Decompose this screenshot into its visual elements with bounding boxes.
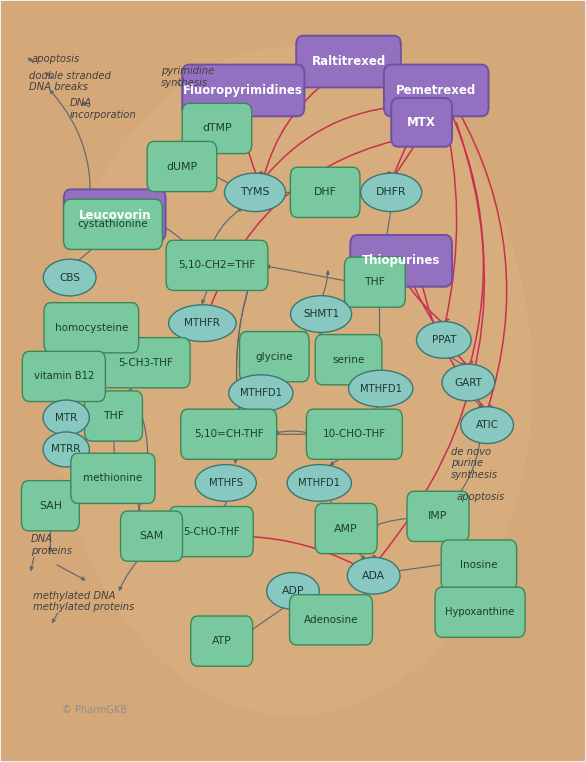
Text: Inosine: Inosine: [460, 560, 498, 570]
Text: Adenosine: Adenosine: [304, 615, 358, 625]
FancyBboxPatch shape: [345, 257, 406, 307]
Text: 5,10=CH-THF: 5,10=CH-THF: [194, 429, 264, 439]
Ellipse shape: [53, 46, 533, 716]
Text: 5-CH3-THF: 5-CH3-THF: [118, 357, 173, 368]
Text: apoptosis: apoptosis: [456, 491, 505, 501]
FancyBboxPatch shape: [63, 199, 162, 249]
Ellipse shape: [349, 370, 413, 407]
FancyBboxPatch shape: [44, 303, 139, 353]
Text: GART: GART: [455, 377, 482, 388]
Ellipse shape: [442, 364, 495, 401]
Text: ADA: ADA: [362, 571, 385, 581]
Text: TYMS: TYMS: [240, 187, 270, 197]
Text: MTR: MTR: [55, 412, 77, 422]
Text: Pemetrexed: Pemetrexed: [396, 84, 476, 97]
Ellipse shape: [287, 465, 352, 501]
Ellipse shape: [43, 400, 89, 435]
FancyBboxPatch shape: [180, 409, 277, 459]
Text: IMP: IMP: [428, 511, 448, 521]
Text: SAM: SAM: [139, 531, 163, 541]
FancyBboxPatch shape: [182, 104, 252, 154]
FancyBboxPatch shape: [240, 331, 309, 382]
Text: Raltitrexed: Raltitrexed: [311, 55, 386, 68]
Text: double stranded
DNA breaks: double stranded DNA breaks: [29, 71, 111, 92]
Ellipse shape: [169, 305, 236, 341]
FancyBboxPatch shape: [22, 481, 79, 531]
FancyBboxPatch shape: [64, 189, 166, 241]
Text: MTHFD1: MTHFD1: [298, 478, 340, 488]
FancyBboxPatch shape: [296, 36, 401, 88]
FancyBboxPatch shape: [407, 491, 469, 542]
FancyBboxPatch shape: [441, 540, 517, 590]
FancyBboxPatch shape: [306, 409, 403, 459]
Text: PPAT: PPAT: [431, 335, 456, 345]
Text: dUMP: dUMP: [166, 162, 197, 171]
Text: © PharmGKB: © PharmGKB: [62, 705, 127, 715]
Text: pyrimidine
synthesis: pyrimidine synthesis: [161, 66, 214, 88]
Text: MTHFD1: MTHFD1: [360, 383, 401, 394]
FancyBboxPatch shape: [315, 504, 377, 554]
Text: MTHFD1: MTHFD1: [240, 388, 282, 399]
Ellipse shape: [417, 322, 471, 358]
FancyBboxPatch shape: [350, 235, 452, 287]
Ellipse shape: [229, 375, 293, 411]
FancyBboxPatch shape: [71, 453, 155, 504]
FancyBboxPatch shape: [84, 391, 142, 441]
Ellipse shape: [461, 407, 513, 443]
FancyBboxPatch shape: [190, 616, 253, 666]
Text: Leucovorin: Leucovorin: [79, 209, 151, 222]
Text: de novo
purine
synthesis: de novo purine synthesis: [451, 447, 498, 480]
Text: 5,10-CH2=THF: 5,10-CH2=THF: [178, 261, 255, 271]
FancyBboxPatch shape: [147, 142, 217, 191]
Text: apoptosis: apoptosis: [31, 53, 79, 63]
Text: glycine: glycine: [255, 351, 293, 362]
FancyBboxPatch shape: [22, 351, 105, 402]
Ellipse shape: [224, 173, 285, 212]
FancyBboxPatch shape: [166, 240, 268, 290]
Text: Hypoxanthine: Hypoxanthine: [445, 607, 515, 617]
Text: ADP: ADP: [282, 586, 304, 596]
FancyBboxPatch shape: [291, 168, 360, 217]
Text: ATP: ATP: [212, 636, 231, 646]
Text: SHMT1: SHMT1: [303, 309, 339, 319]
Ellipse shape: [291, 296, 352, 332]
Text: dTMP: dTMP: [202, 123, 232, 133]
Ellipse shape: [43, 432, 89, 467]
FancyBboxPatch shape: [169, 507, 253, 557]
Ellipse shape: [267, 572, 319, 610]
Text: Thiopurines: Thiopurines: [362, 255, 440, 267]
Text: serine: serine: [332, 354, 364, 365]
FancyBboxPatch shape: [391, 98, 452, 147]
FancyBboxPatch shape: [315, 335, 382, 385]
Text: DNA
incorporation: DNA incorporation: [70, 98, 137, 120]
FancyBboxPatch shape: [101, 338, 190, 388]
Ellipse shape: [43, 259, 96, 296]
Text: THF: THF: [364, 277, 386, 287]
Text: methionine: methionine: [83, 473, 142, 483]
Text: MTHFS: MTHFS: [209, 478, 243, 488]
Text: THF: THF: [103, 411, 124, 421]
Text: MTX: MTX: [407, 116, 436, 129]
Text: ATIC: ATIC: [476, 420, 499, 430]
Text: DHFR: DHFR: [376, 187, 407, 197]
Text: MTHFR: MTHFR: [185, 319, 220, 328]
Ellipse shape: [195, 465, 256, 501]
FancyBboxPatch shape: [182, 65, 304, 117]
FancyBboxPatch shape: [289, 594, 373, 645]
FancyBboxPatch shape: [435, 588, 525, 637]
Text: methylated DNA
methylated proteins: methylated DNA methylated proteins: [33, 591, 134, 613]
Ellipse shape: [360, 173, 422, 212]
Ellipse shape: [347, 557, 400, 594]
Text: DHF: DHF: [314, 187, 336, 197]
Text: 5-CHO-THF: 5-CHO-THF: [183, 527, 240, 536]
Text: vitamin B12: vitamin B12: [33, 371, 94, 382]
Text: cystathionine: cystathionine: [77, 219, 148, 229]
Text: AMP: AMP: [335, 523, 358, 533]
Text: MTRR: MTRR: [52, 444, 81, 454]
Text: CBS: CBS: [59, 273, 80, 283]
FancyBboxPatch shape: [121, 511, 182, 562]
Text: SAH: SAH: [39, 501, 62, 511]
Text: homocysteine: homocysteine: [54, 323, 128, 333]
Text: Fluoropyrimidines: Fluoropyrimidines: [183, 84, 303, 97]
